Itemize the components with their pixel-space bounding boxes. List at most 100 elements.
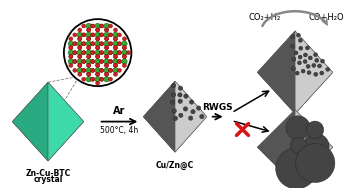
Circle shape [91,77,95,81]
Circle shape [105,64,109,67]
Circle shape [91,77,95,81]
Circle shape [109,24,112,28]
Circle shape [109,68,112,72]
Circle shape [105,72,109,76]
Circle shape [68,50,74,55]
Circle shape [317,64,321,68]
Circle shape [91,51,95,55]
Polygon shape [257,147,333,185]
Circle shape [77,32,82,38]
Circle shape [82,42,86,46]
Circle shape [87,37,91,41]
Circle shape [109,68,112,72]
Circle shape [82,68,86,72]
Circle shape [104,59,109,64]
Circle shape [95,50,100,55]
Circle shape [69,64,73,67]
Text: Cu/Zn@C: Cu/Zn@C [156,161,194,170]
Circle shape [100,51,104,55]
Circle shape [86,68,91,73]
Circle shape [173,116,177,121]
Circle shape [91,60,95,64]
Circle shape [126,51,130,55]
Text: CO₂+H₂: CO₂+H₂ [248,13,281,22]
Circle shape [292,57,296,61]
Circle shape [96,37,100,41]
Circle shape [171,84,176,88]
Polygon shape [12,122,84,161]
Circle shape [303,53,307,57]
Circle shape [105,55,109,59]
Circle shape [295,71,299,75]
Polygon shape [257,110,295,185]
Circle shape [170,100,175,104]
Polygon shape [48,82,84,161]
Text: CO+H₂O: CO+H₂O [308,13,344,22]
Circle shape [96,37,100,41]
Circle shape [100,60,104,64]
Circle shape [78,46,82,50]
Circle shape [78,55,82,59]
Circle shape [104,77,109,82]
Polygon shape [175,81,207,152]
Circle shape [82,33,86,37]
Circle shape [308,56,312,60]
Circle shape [91,33,95,37]
Circle shape [109,60,112,64]
Circle shape [105,72,109,76]
Circle shape [313,53,318,57]
Circle shape [315,58,319,62]
Circle shape [117,68,121,72]
Circle shape [91,68,95,72]
Circle shape [87,64,91,67]
Circle shape [200,114,204,119]
Circle shape [296,144,335,183]
Circle shape [87,37,91,41]
Circle shape [91,33,95,37]
Circle shape [100,33,104,37]
Circle shape [87,28,91,32]
Circle shape [87,72,91,76]
Circle shape [100,33,104,37]
Circle shape [82,51,86,55]
Circle shape [298,55,302,59]
Circle shape [91,42,95,46]
Circle shape [96,81,100,85]
Circle shape [105,28,109,32]
Circle shape [291,44,295,48]
Circle shape [100,51,104,55]
Polygon shape [257,110,333,147]
Circle shape [69,46,73,50]
Circle shape [100,42,104,46]
Circle shape [82,42,86,46]
Circle shape [191,109,195,114]
Circle shape [73,60,77,64]
Text: RWGS: RWGS [202,103,233,112]
Circle shape [196,106,201,110]
Circle shape [100,77,104,81]
Circle shape [96,46,100,50]
Circle shape [307,71,311,75]
Circle shape [87,46,91,50]
Circle shape [78,64,82,67]
Circle shape [109,51,112,55]
Text: crystal: crystal [33,175,63,184]
Circle shape [104,50,109,55]
Circle shape [114,64,117,67]
Circle shape [82,33,86,37]
Circle shape [117,51,121,55]
Circle shape [91,51,95,55]
Circle shape [314,72,318,76]
Circle shape [117,42,121,46]
Circle shape [178,99,182,103]
Circle shape [109,33,112,37]
Circle shape [117,60,121,64]
Circle shape [109,77,112,81]
Circle shape [95,32,100,38]
Circle shape [326,67,330,71]
Circle shape [95,23,100,29]
Circle shape [73,68,77,72]
Circle shape [117,60,121,64]
Circle shape [86,23,91,29]
Circle shape [86,77,91,82]
